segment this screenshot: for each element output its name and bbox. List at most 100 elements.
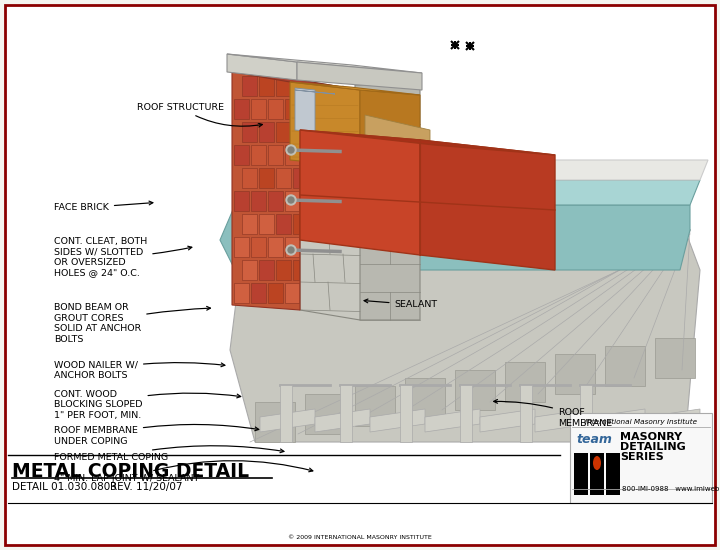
Polygon shape [555,354,595,394]
Polygon shape [360,90,420,172]
Polygon shape [285,191,299,211]
Polygon shape [580,385,592,442]
Polygon shape [280,385,292,442]
Polygon shape [268,99,283,119]
Polygon shape [234,283,249,303]
Polygon shape [234,145,249,165]
Polygon shape [251,99,266,119]
Text: SERIES: SERIES [620,452,664,462]
Polygon shape [255,402,295,442]
Polygon shape [276,76,291,96]
Bar [590,453,604,495]
Polygon shape [237,160,708,180]
Text: ROOF
MEMBRANE: ROOF MEMBRANE [494,399,612,428]
Polygon shape [535,409,590,432]
Text: DETAIL 01.030.0803: DETAIL 01.030.0803 [12,482,117,492]
Polygon shape [305,394,345,434]
Polygon shape [315,409,370,432]
Polygon shape [259,260,274,280]
Polygon shape [295,88,315,132]
Circle shape [286,145,296,155]
Bar [574,453,588,495]
Polygon shape [242,168,257,188]
Polygon shape [293,168,299,188]
Polygon shape [505,362,545,402]
Polygon shape [235,180,700,205]
Text: FACE BRICK: FACE BRICK [54,201,153,212]
Polygon shape [268,191,283,211]
Polygon shape [293,122,299,142]
Polygon shape [370,409,425,432]
Text: © 2009 INTERNATIONAL MASONRY INSTITUTE: © 2009 INTERNATIONAL MASONRY INSTITUTE [288,535,432,540]
Polygon shape [268,237,283,257]
Bar [570,413,712,503]
Polygon shape [293,214,299,234]
Polygon shape [234,99,249,119]
Polygon shape [293,76,299,96]
Polygon shape [232,72,360,90]
Polygon shape [259,76,274,96]
Polygon shape [460,385,472,442]
Polygon shape [259,168,274,188]
Text: International Masonry Institute: International Masonry Institute [585,419,697,425]
Polygon shape [405,378,445,418]
Polygon shape [300,80,360,320]
Polygon shape [400,385,412,442]
Text: BOND BEAM OR
GROUT CORES
SOLID AT ANCHOR
BOLTS: BOND BEAM OR GROUT CORES SOLID AT ANCHOR… [54,303,210,344]
Polygon shape [227,54,422,73]
Polygon shape [232,72,300,310]
Polygon shape [276,260,291,280]
Polygon shape [268,145,283,165]
Polygon shape [234,237,249,257]
Polygon shape [425,409,480,432]
Text: ROOF MEMBRANE
UNDER COPING: ROOF MEMBRANE UNDER COPING [54,425,258,446]
Polygon shape [220,205,690,270]
Polygon shape [242,122,257,142]
Circle shape [286,195,296,205]
Text: CONT. WOOD
BLOCKING SLOPED
1" PER FOOT, MIN.: CONT. WOOD BLOCKING SLOPED 1" PER FOOT, … [54,390,240,420]
Text: FORMED METAL COPING: FORMED METAL COPING [54,446,284,462]
Text: MASONRY: MASONRY [620,432,682,442]
Ellipse shape [593,456,601,470]
Polygon shape [455,370,495,410]
Polygon shape [300,130,420,255]
Bar [606,453,620,495]
Text: REV. 11/20/07: REV. 11/20/07 [110,482,182,492]
Polygon shape [242,214,257,234]
Polygon shape [355,85,420,320]
Text: METAL COPING DETAIL: METAL COPING DETAIL [12,462,249,481]
Polygon shape [276,214,291,234]
Polygon shape [480,409,535,432]
Polygon shape [276,168,291,188]
Polygon shape [268,283,283,303]
Polygon shape [420,140,555,270]
Circle shape [288,197,294,203]
Polygon shape [259,214,274,234]
Polygon shape [242,76,257,96]
Polygon shape [297,62,422,90]
Circle shape [286,245,296,255]
Polygon shape [655,338,695,378]
Polygon shape [290,82,420,95]
Polygon shape [590,409,645,432]
Text: ROOF STRUCTURE: ROOF STRUCTURE [137,103,262,127]
Circle shape [288,147,294,153]
Polygon shape [645,409,700,432]
Text: team: team [576,433,612,446]
Polygon shape [259,122,274,142]
Text: SEALANT: SEALANT [364,299,438,309]
Polygon shape [251,237,266,257]
Polygon shape [365,115,430,170]
Polygon shape [293,260,299,280]
Polygon shape [242,260,257,280]
Polygon shape [251,191,266,211]
Text: CONT. CLEAT, BOTH
SIDES W/ SLOTTED
OR OVERSIZED
HOLES @ 24" O.C.: CONT. CLEAT, BOTH SIDES W/ SLOTTED OR OV… [54,237,192,278]
Text: WOOD NAILER W/
ANCHOR BOLTS: WOOD NAILER W/ ANCHOR BOLTS [54,361,225,381]
Polygon shape [227,54,297,80]
Polygon shape [340,385,352,442]
Polygon shape [520,385,532,442]
Polygon shape [300,130,555,155]
Polygon shape [234,191,249,211]
Text: DETAILING: DETAILING [620,442,685,452]
Circle shape [288,247,294,253]
